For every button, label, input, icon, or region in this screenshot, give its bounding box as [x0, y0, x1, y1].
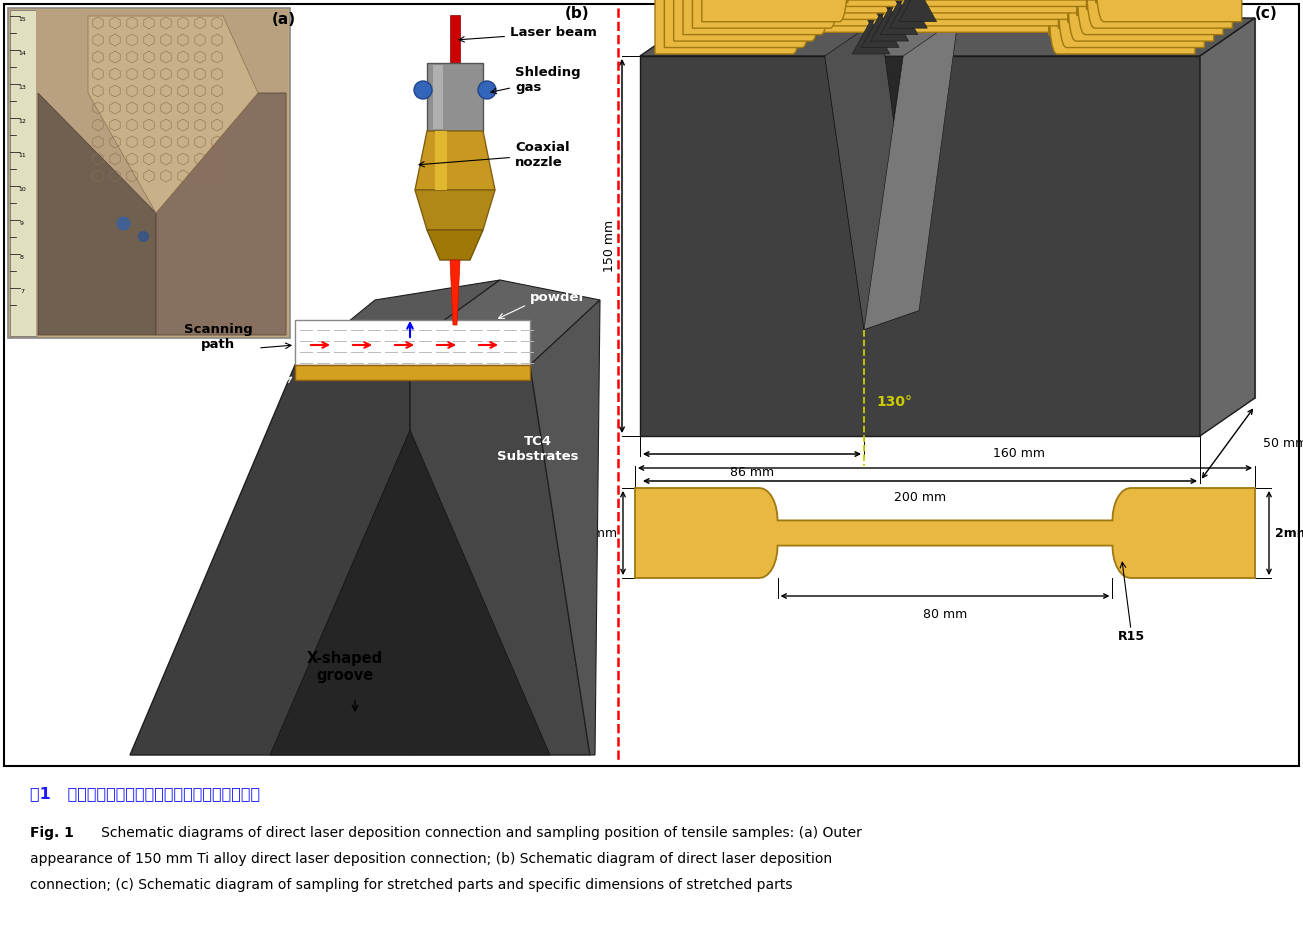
Polygon shape: [89, 16, 258, 213]
Polygon shape: [294, 320, 530, 365]
Polygon shape: [414, 190, 495, 230]
Text: Coaxial
nozzle: Coaxial nozzle: [420, 141, 569, 169]
Text: 9: 9: [20, 221, 23, 226]
Polygon shape: [530, 300, 599, 755]
Circle shape: [414, 81, 433, 99]
Polygon shape: [450, 260, 460, 325]
Polygon shape: [683, 0, 1224, 35]
Polygon shape: [861, 13, 899, 47]
Text: 7: 7: [20, 289, 23, 294]
Polygon shape: [414, 131, 495, 190]
Polygon shape: [692, 0, 1233, 28]
Polygon shape: [1200, 18, 1255, 436]
Polygon shape: [427, 230, 483, 260]
Text: appearance of 150 mm Ti alloy direct laser deposition connection; (b) Schematic : appearance of 150 mm Ti alloy direct las…: [30, 852, 833, 866]
Text: 11: 11: [18, 153, 26, 158]
Text: 15: 15: [18, 17, 26, 22]
Text: 20 mm: 20 mm: [896, 531, 945, 544]
Text: 50 mm: 50 mm: [1263, 437, 1303, 450]
Polygon shape: [294, 280, 500, 365]
Text: Scanning
path: Scanning path: [184, 323, 253, 351]
Bar: [427, 63, 483, 131]
Text: TC4
powder: TC4 powder: [499, 276, 586, 319]
Polygon shape: [640, 18, 1255, 56]
Polygon shape: [852, 20, 890, 54]
Text: 130°: 130°: [876, 394, 912, 409]
Text: 图1   激光增材连接过程示意图及拉伸件取样位置图: 图1 激光增材连接过程示意图及拉伸件取样位置图: [30, 786, 261, 801]
Circle shape: [478, 81, 496, 99]
Polygon shape: [825, 56, 903, 329]
Bar: [10, 10, 36, 336]
Polygon shape: [270, 430, 550, 755]
Text: Fig. 1: Fig. 1: [30, 826, 74, 840]
Text: 10: 10: [18, 187, 26, 192]
Text: 80 mm: 80 mm: [923, 608, 967, 621]
Polygon shape: [899, 0, 937, 22]
Text: 150 mm: 150 mm: [603, 219, 616, 272]
Text: (b): (b): [566, 6, 590, 21]
Polygon shape: [852, 0, 890, 26]
Text: Schematic diagrams of direct laser deposition connection and sampling position o: Schematic diagrams of direct laser depos…: [89, 826, 861, 840]
Text: 13: 13: [18, 85, 26, 90]
Bar: [8, 8, 291, 338]
Text: Shleding
gas: Shleding gas: [491, 66, 581, 94]
Text: TC4
Substrates: TC4 Substrates: [498, 435, 579, 463]
Text: 200 mm: 200 mm: [894, 491, 946, 504]
Polygon shape: [156, 93, 285, 335]
Text: 14: 14: [18, 51, 26, 56]
Polygon shape: [825, 18, 919, 329]
Polygon shape: [890, 0, 928, 28]
Text: 30 mm: 30 mm: [573, 527, 618, 539]
Polygon shape: [655, 0, 1195, 54]
Polygon shape: [410, 280, 599, 365]
Polygon shape: [864, 18, 958, 329]
Polygon shape: [38, 93, 156, 335]
Polygon shape: [674, 0, 1213, 41]
Polygon shape: [870, 7, 908, 41]
Text: 2mm: 2mm: [1276, 527, 1303, 539]
Text: connection; (c) Schematic diagram of sampling for stretched parts and specific d: connection; (c) Schematic diagram of sam…: [30, 878, 792, 892]
Text: 12: 12: [18, 119, 26, 124]
Text: 3 mm: 3 mm: [898, 3, 937, 16]
Bar: [4, 4, 1299, 766]
Text: R15: R15: [1118, 630, 1144, 643]
Bar: [36, 10, 288, 336]
Polygon shape: [635, 488, 1255, 578]
Text: (a): (a): [272, 12, 296, 27]
Polygon shape: [702, 0, 1242, 22]
Text: 86 mm: 86 mm: [730, 466, 774, 479]
Text: Deposition
layer: Deposition layer: [188, 375, 268, 403]
Text: X-shaped
groove: X-shaped groove: [308, 651, 383, 683]
Polygon shape: [410, 345, 590, 755]
Bar: [433, 65, 443, 129]
Polygon shape: [861, 0, 899, 20]
Polygon shape: [294, 365, 530, 380]
Polygon shape: [880, 0, 917, 7]
Text: (c): (c): [1255, 6, 1278, 21]
Polygon shape: [694, 18, 1255, 398]
Text: 160 mm: 160 mm: [993, 447, 1045, 460]
Polygon shape: [665, 0, 1204, 47]
Polygon shape: [130, 345, 410, 755]
Polygon shape: [435, 131, 447, 190]
Polygon shape: [880, 1, 917, 35]
Text: 8: 8: [20, 255, 23, 260]
Polygon shape: [880, 18, 958, 310]
Text: Laser beam: Laser beam: [459, 26, 597, 42]
Polygon shape: [870, 0, 908, 13]
Bar: [450, 15, 460, 63]
Polygon shape: [640, 56, 1200, 436]
